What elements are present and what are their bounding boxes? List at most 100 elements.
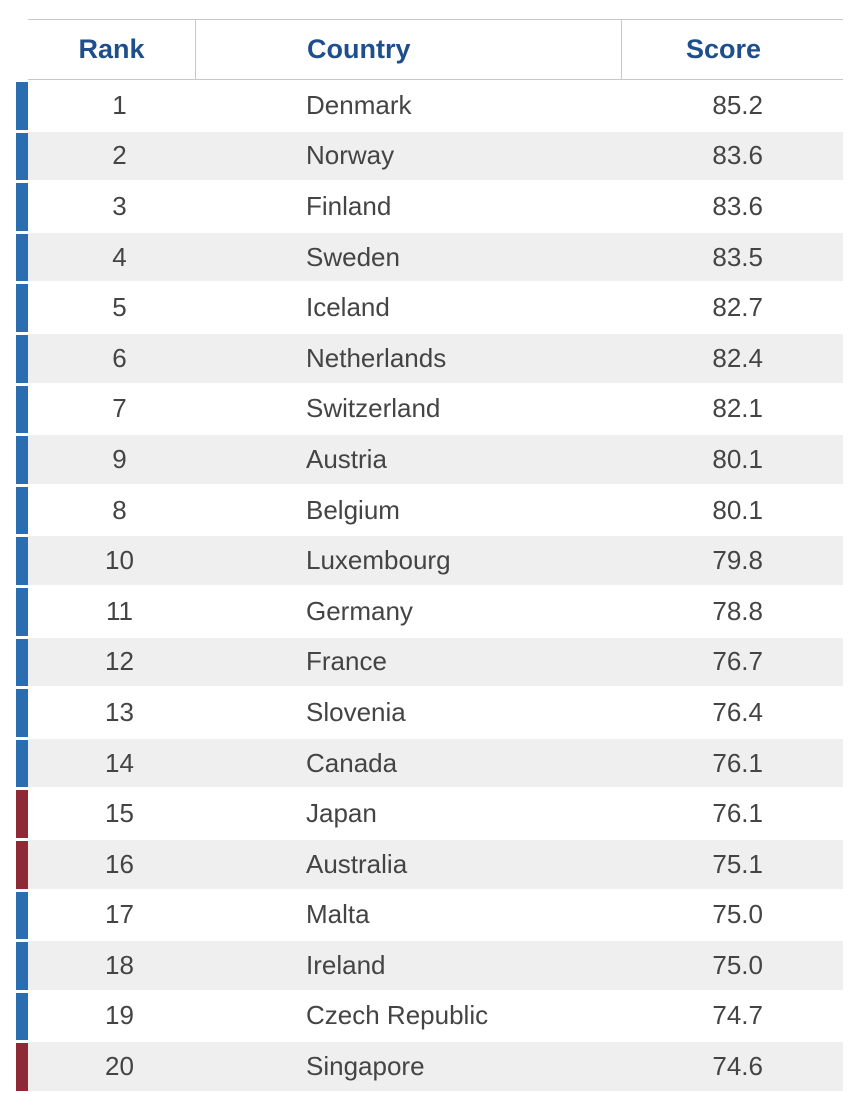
cell-score: 76.7 bbox=[712, 646, 763, 677]
cell-country: Denmark bbox=[306, 89, 412, 120]
cell-score: 82.1 bbox=[712, 393, 763, 424]
table-row: 2 Norway 83.6 bbox=[16, 131, 843, 182]
cell-rank: 17 bbox=[105, 899, 134, 930]
cell-country: Belgium bbox=[306, 494, 400, 525]
cell-score: 76.4 bbox=[712, 696, 763, 727]
cell-country: Japan bbox=[306, 798, 377, 829]
cell-country: Finland bbox=[306, 190, 392, 221]
cell-country: Canada bbox=[306, 747, 398, 778]
cell-score: 74.7 bbox=[712, 1000, 763, 1031]
header-score[interactable]: Score bbox=[686, 34, 762, 64]
table-row: 7 Switzerland 82.1 bbox=[16, 384, 843, 435]
cell-score: 80.1 bbox=[712, 494, 763, 525]
cell-rank: 5 bbox=[112, 292, 127, 323]
row-background bbox=[28, 586, 843, 636]
row-background bbox=[28, 485, 843, 535]
ranking-table: Rank Country Score 1 Denmark 85.2 2 Norway 83… bbox=[16, 19, 843, 1092]
table-row: 19 Czech Republic 74.7 bbox=[16, 991, 843, 1042]
row-background bbox=[28, 435, 843, 484]
table-row: 20 Singapore 74.6 bbox=[16, 1041, 843, 1092]
row-marker bbox=[16, 486, 28, 535]
cell-score: 85.2 bbox=[712, 89, 763, 120]
row-marker bbox=[16, 284, 28, 332]
cell-rank: 12 bbox=[105, 646, 134, 677]
row-marker bbox=[16, 992, 28, 1041]
cell-score: 79.8 bbox=[712, 545, 763, 576]
cell-country: Switzerland bbox=[306, 393, 441, 424]
cell-score: 80.1 bbox=[712, 443, 763, 474]
table-row: 5 Iceland 82.7 bbox=[16, 282, 843, 333]
table-row: 14 Canada 76.1 bbox=[16, 738, 843, 789]
cell-country: Czech Republic bbox=[306, 1000, 489, 1031]
row-marker bbox=[16, 334, 28, 383]
cell-rank: 9 bbox=[112, 443, 127, 474]
row-background bbox=[28, 536, 843, 585]
cell-score: 75.0 bbox=[712, 949, 763, 980]
row-background bbox=[28, 839, 843, 889]
cell-score: 74.6 bbox=[712, 1051, 763, 1082]
cell-country: Malta bbox=[306, 899, 370, 930]
cell-country: Ireland bbox=[306, 949, 386, 980]
row-background bbox=[28, 991, 843, 1041]
cell-rank: 1 bbox=[112, 89, 127, 120]
cell-country: Australia bbox=[306, 848, 408, 879]
cell-rank: 19 bbox=[105, 1000, 134, 1031]
cell-score: 76.1 bbox=[712, 747, 763, 778]
cell-score: 83.6 bbox=[712, 140, 763, 171]
row-background bbox=[28, 283, 843, 332]
cell-score: 75.0 bbox=[712, 899, 763, 930]
table-row: 17 Malta 75.0 bbox=[16, 890, 843, 941]
row-marker bbox=[16, 82, 28, 130]
row-background bbox=[28, 738, 843, 788]
cell-score: 78.8 bbox=[712, 595, 763, 626]
cell-rank: 11 bbox=[106, 595, 133, 626]
table-row: 11 Germany 78.8 bbox=[16, 586, 843, 637]
row-background bbox=[28, 890, 843, 940]
row-background bbox=[28, 941, 843, 990]
row-marker bbox=[16, 385, 28, 434]
row-background bbox=[28, 1042, 843, 1091]
row-background bbox=[28, 182, 843, 231]
cell-rank: 7 bbox=[112, 393, 127, 424]
cell-rank: 8 bbox=[112, 494, 127, 525]
table-row: 10 Luxembourg 79.8 bbox=[16, 535, 843, 586]
row-marker bbox=[16, 689, 28, 737]
row-marker bbox=[16, 436, 28, 484]
cell-country: Sweden bbox=[306, 241, 400, 272]
row-marker bbox=[16, 891, 28, 940]
row-background bbox=[28, 637, 843, 687]
table-row: 18 Ireland 75.0 bbox=[16, 940, 843, 991]
cell-score: 76.1 bbox=[712, 798, 763, 829]
row-marker bbox=[16, 790, 28, 838]
cell-country: Luxembourg bbox=[306, 545, 451, 576]
row-background bbox=[28, 81, 843, 130]
cell-rank: 3 bbox=[112, 190, 127, 221]
cell-rank: 14 bbox=[105, 747, 134, 778]
row-background bbox=[28, 789, 843, 838]
cell-rank: 16 bbox=[105, 848, 134, 879]
table-body: 1 Denmark 85.2 2 Norway 83.6 3 Finland 83.6 4 Swed… bbox=[16, 80, 843, 1092]
cell-country: Austria bbox=[306, 443, 387, 474]
cell-score: 82.4 bbox=[712, 342, 763, 373]
row-marker bbox=[16, 638, 28, 687]
cell-country: Slovenia bbox=[306, 696, 406, 727]
row-background bbox=[28, 384, 843, 434]
row-background bbox=[28, 333, 843, 383]
header-rank[interactable]: Rank bbox=[28, 20, 196, 79]
header-country[interactable]: Country bbox=[196, 20, 622, 79]
row-background bbox=[28, 688, 843, 737]
row-marker bbox=[16, 840, 28, 889]
table-row: 15 Japan 76.1 bbox=[16, 788, 843, 839]
cell-score: 83.5 bbox=[712, 241, 763, 272]
table-row: 12 France 76.7 bbox=[16, 637, 843, 688]
cell-country: Iceland bbox=[306, 292, 390, 323]
row-marker bbox=[16, 537, 28, 585]
table-row: 4 Sweden 83.5 bbox=[16, 232, 843, 283]
cell-rank: 10 bbox=[105, 545, 134, 576]
cell-rank: 4 bbox=[112, 241, 127, 272]
cell-rank: 13 bbox=[105, 696, 134, 727]
row-marker bbox=[16, 942, 28, 990]
cell-rank: 2 bbox=[112, 140, 127, 171]
row-marker bbox=[16, 233, 28, 282]
table-row: 1 Denmark 85.2 bbox=[16, 80, 843, 131]
